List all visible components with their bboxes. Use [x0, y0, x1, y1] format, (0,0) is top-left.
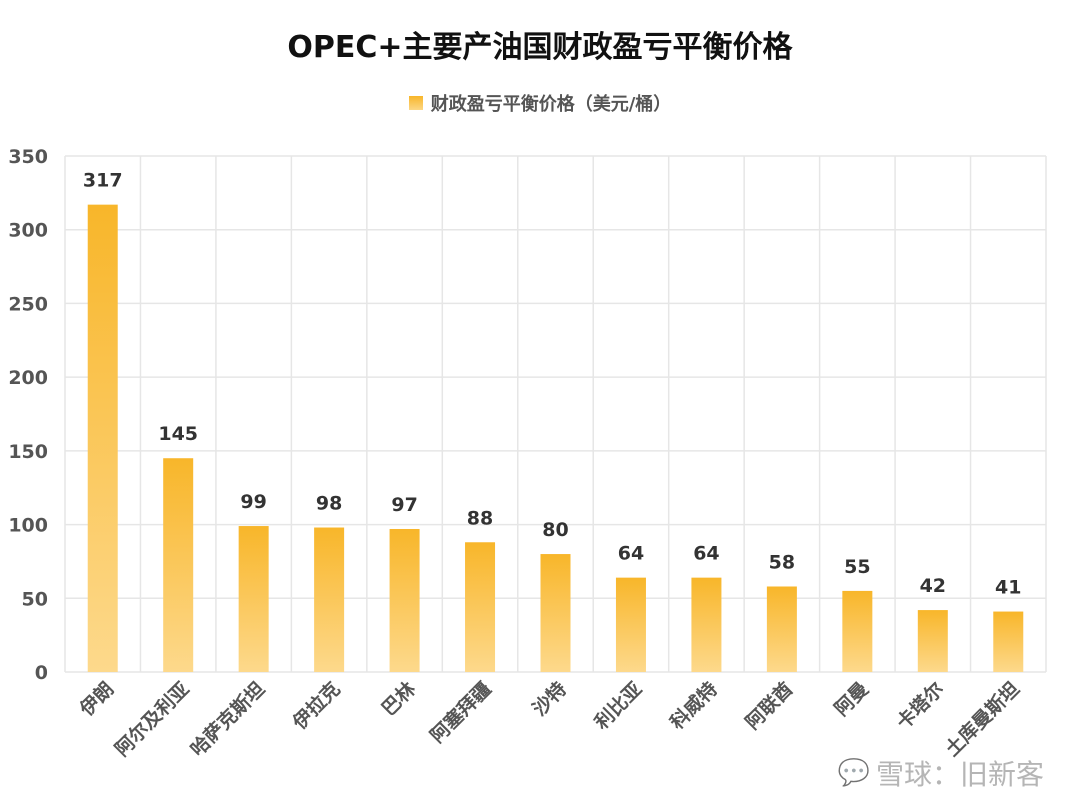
y-tick-label: 300 [8, 220, 48, 242]
x-tick-label: 阿联酋 [741, 677, 798, 734]
data-label: 58 [769, 551, 795, 573]
chart-title: OPEC+主要产油国财政盈亏平衡价格 [287, 30, 793, 65]
data-label: 42 [920, 575, 946, 597]
x-tick-label: 科威特 [665, 677, 722, 734]
x-tick-label: 阿塞拜疆 [426, 677, 496, 747]
x-tick-label: 沙特 [529, 678, 571, 720]
x-tick-label: 土库曼斯坦 [940, 677, 1023, 760]
bar [540, 554, 571, 672]
x-tick-label: 阿曼 [830, 678, 872, 720]
y-tick-label: 350 [8, 146, 48, 168]
y-tick-label: 150 [8, 441, 48, 463]
data-label: 99 [240, 491, 266, 513]
data-label: 98 [316, 493, 342, 515]
bar [917, 610, 948, 672]
data-label: 317 [83, 170, 123, 192]
watermark-text: 雪球：旧新客 [875, 758, 1044, 791]
data-label: 55 [844, 556, 870, 578]
y-tick-label: 0 [35, 662, 48, 684]
x-tick-label: 卡塔尔 [892, 677, 949, 734]
x-tick-label: 阿尔及利亚 [110, 677, 193, 760]
y-tick-label: 250 [8, 293, 48, 315]
bar [615, 577, 646, 672]
data-label: 145 [158, 423, 198, 445]
y-tick-label: 100 [8, 515, 48, 537]
x-tick-label: 利比亚 [591, 678, 647, 734]
bar [389, 528, 420, 672]
data-label: 80 [542, 519, 568, 541]
x-tick-label: 哈萨克斯坦 [186, 677, 269, 760]
data-label: 97 [391, 494, 417, 516]
legend-swatch [408, 96, 423, 110]
legend-label: 财政盈亏平衡价格（美元/桶） [430, 94, 672, 115]
bar [87, 204, 118, 672]
bar [766, 586, 797, 672]
data-label: 64 [693, 543, 719, 565]
x-tick-label: 伊朗 [74, 677, 118, 721]
wechat-icon: 💬 [837, 758, 870, 788]
bar [465, 542, 496, 672]
bar [842, 590, 873, 672]
bar [314, 527, 345, 672]
x-tick-label: 伊拉克 [287, 677, 344, 734]
data-label: 41 [995, 577, 1021, 599]
chart-legend: 财政盈亏平衡价格（美元/桶） [0, 90, 1080, 116]
bar [691, 577, 722, 672]
data-label: 64 [618, 543, 644, 565]
data-label: 88 [467, 507, 493, 529]
bar [163, 458, 194, 672]
bar-layer [87, 204, 1024, 672]
x-tick-label: 巴林 [377, 677, 420, 720]
grid-layer [64, 155, 1047, 673]
watermark: 💬 雪球：旧新客 [838, 753, 1044, 793]
y-tick-label: 200 [8, 367, 48, 389]
bar [993, 611, 1024, 672]
y-tick-label: 50 [22, 588, 48, 610]
bar [238, 526, 269, 672]
